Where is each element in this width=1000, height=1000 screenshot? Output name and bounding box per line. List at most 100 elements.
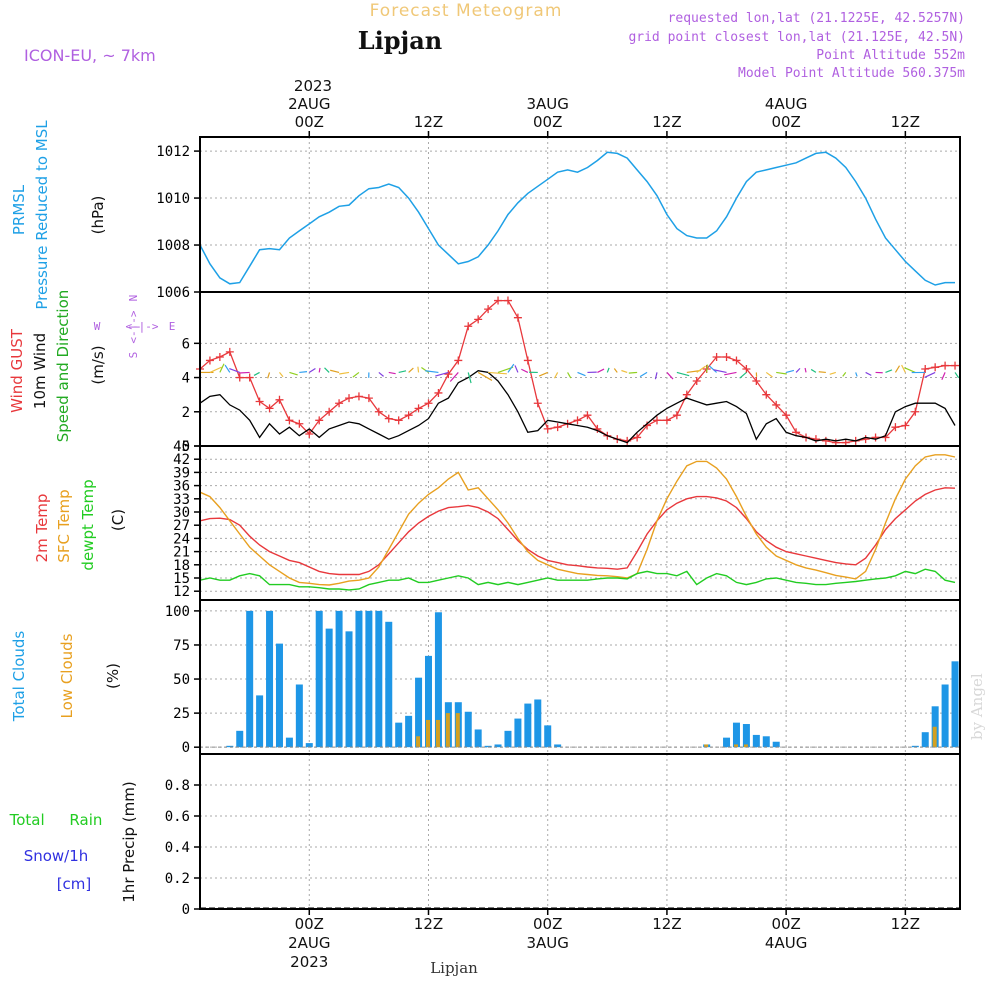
wind-arrow <box>795 367 801 373</box>
grid-point-coords: grid point closest lon,lat (21.125E, 42.… <box>628 30 965 45</box>
clouds-ytick-label: 75 <box>173 638 190 654</box>
gust-marker <box>623 436 632 445</box>
bottom-date-label: 4AUG <box>765 934 807 952</box>
clouds-ytick-label: 0 <box>182 740 190 756</box>
wind-arrow <box>239 371 250 374</box>
clouds-ytick-label: 50 <box>173 672 190 688</box>
pressure-ytick-label: 1006 <box>156 285 190 301</box>
total-clouds-bar <box>514 718 522 748</box>
wind-arrow <box>408 367 414 373</box>
gust-marker <box>931 363 940 372</box>
top-hour-label: 12Z <box>414 113 443 131</box>
total-clouds-bar <box>275 643 283 748</box>
top-hour-label: 00Z <box>295 113 324 131</box>
wind-arrow <box>865 371 872 376</box>
gust-marker <box>474 315 483 324</box>
wind-arrow <box>352 371 360 378</box>
temperature-ytick-label: 42 <box>173 452 190 468</box>
top-date-label: 4AUG <box>765 95 807 113</box>
total-clouds-bar <box>375 610 383 748</box>
precip-ytick-label: 0.8 <box>165 778 190 794</box>
wind-arrow <box>339 371 350 375</box>
wind-unit: (m/s) <box>89 345 107 384</box>
precip-ytick-label: 0.4 <box>165 840 190 856</box>
gust-marker <box>861 435 870 444</box>
gust-marker <box>871 433 880 442</box>
pressure-unit: (hPa) <box>89 196 107 235</box>
requested-coords: requested lon,lat (21.1225E, 42.5257N) <box>668 11 965 26</box>
wind-arrow <box>417 366 420 373</box>
wind-arrow <box>954 372 960 379</box>
temperature-ytick-label: 36 <box>173 479 190 495</box>
total-clouds-bar <box>325 628 333 748</box>
gust-marker <box>533 399 542 408</box>
dewpt-line <box>199 568 956 591</box>
wind-arrow <box>855 372 858 377</box>
wind-arrow <box>279 372 284 378</box>
wind-ytick-label: 6 <box>182 336 190 352</box>
wind-arrow <box>514 365 519 373</box>
point-altitude: Point Altitude 552m <box>816 48 965 63</box>
total-clouds-bar <box>484 745 492 748</box>
plot-frame <box>199 136 961 910</box>
total-clouds-bar <box>305 743 313 748</box>
compass-e: E <box>169 320 176 333</box>
pressure-line <box>199 151 955 286</box>
total-clouds-label: Total Clouds <box>10 631 28 723</box>
low-clouds-bar <box>416 736 421 748</box>
total-clouds-bar <box>504 730 512 748</box>
wind-arrow <box>765 371 773 378</box>
total-clouds-bar <box>236 730 244 748</box>
wind-arrow <box>776 371 787 375</box>
temperature-ytick-label: 27 <box>173 518 190 534</box>
wind-arrow <box>425 370 439 374</box>
total-clouds-bar <box>921 732 929 748</box>
gust-marker <box>454 356 463 365</box>
wind-arrow <box>477 371 493 381</box>
total-clouds-bar <box>256 695 264 748</box>
model-label: ICON-EU, ~ 7km <box>24 46 156 65</box>
plot-layer: 1012101010081006642045423936333027242118… <box>156 95 961 971</box>
gust-marker <box>404 411 413 420</box>
total-clouds-bar <box>365 610 373 748</box>
wind-arrow <box>308 367 316 373</box>
total-clouds-bar <box>355 610 363 748</box>
wind-arrow <box>289 371 298 376</box>
snow-unit: [cm] <box>57 875 92 893</box>
temperature-ytick-label: 39 <box>173 465 190 481</box>
total-clouds-bar <box>723 737 731 748</box>
total-clouds-bar <box>226 745 234 748</box>
wind-arrow <box>209 366 222 373</box>
gust-marker <box>235 373 244 382</box>
wind-arrow <box>894 365 901 373</box>
wind-arrow <box>885 369 893 373</box>
gust-marker <box>732 356 741 365</box>
top-date-label: 3AUG <box>527 95 569 113</box>
gust-marker <box>464 322 473 331</box>
gust-marker <box>722 353 731 362</box>
total-clouds-bar <box>474 729 482 748</box>
gust-marker <box>951 361 960 370</box>
low-clouds-bar <box>932 726 937 748</box>
wind-ytick-label: 4 <box>182 371 190 387</box>
wind-arrow <box>378 371 384 377</box>
wind-arrow <box>724 371 737 376</box>
temp2m-label: 2m Temp <box>33 494 51 563</box>
gust-marker <box>285 416 294 425</box>
wind-line <box>199 370 956 444</box>
total-clouds-bar <box>752 734 760 748</box>
gust-marker <box>682 390 691 399</box>
pressure-ytick-label: 1012 <box>156 144 190 160</box>
total-clouds-bar <box>951 661 959 748</box>
precip-ytick-label: 0.2 <box>165 871 190 887</box>
clouds-unit: (%) <box>104 663 122 689</box>
gust-marker <box>265 404 274 413</box>
precip-unit: 1hr Precip (mm) <box>120 781 138 902</box>
low-clouds-bar <box>743 744 748 748</box>
compass-arrows: <-|-> <box>125 320 158 333</box>
gust-marker <box>434 388 443 397</box>
gust-marker <box>553 423 562 432</box>
wind-arrow <box>613 368 618 373</box>
gust-marker <box>583 411 592 420</box>
gust-marker <box>811 435 820 444</box>
